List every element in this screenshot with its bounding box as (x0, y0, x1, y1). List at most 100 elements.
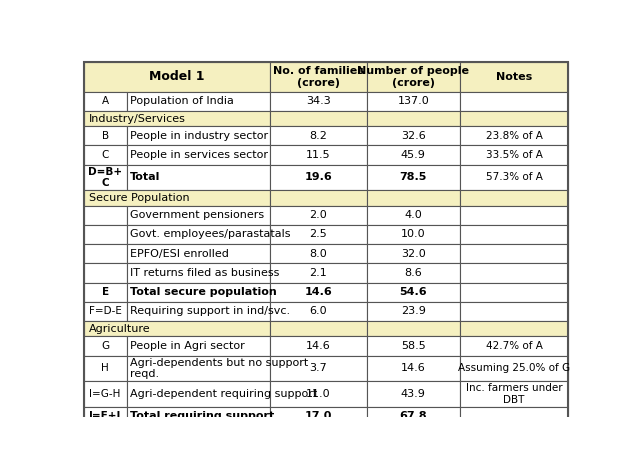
Bar (367, 62, 460, 92)
Bar (270, 407, 367, 426)
Bar (270, 244, 367, 263)
Bar (460, 336, 568, 356)
Bar (127, 244, 270, 263)
Text: 137.0: 137.0 (397, 96, 429, 106)
Text: 57.3% of A: 57.3% of A (486, 172, 543, 183)
Text: Total secure population: Total secure population (131, 287, 277, 297)
Bar (127, 356, 270, 381)
Bar (127, 165, 270, 190)
Text: Total requiring support: Total requiring support (131, 411, 275, 421)
Text: Inc. farmers under
DBT: Inc. farmers under DBT (466, 383, 563, 405)
Bar (367, 336, 460, 356)
Text: B: B (102, 131, 109, 141)
Text: 54.6: 54.6 (399, 287, 427, 297)
Text: Industry/Services: Industry/Services (88, 114, 186, 124)
Text: 8.6: 8.6 (404, 268, 422, 278)
Text: 19.6: 19.6 (305, 172, 332, 183)
Bar (127, 407, 270, 426)
Bar (84, 321, 270, 336)
Bar (84, 381, 127, 407)
Bar (460, 62, 568, 92)
Bar (460, 263, 568, 283)
Text: People in industry sector: People in industry sector (131, 131, 269, 141)
Bar (270, 205, 367, 225)
Text: F=D-E: F=D-E (89, 307, 122, 316)
Bar (367, 244, 460, 263)
Bar (367, 126, 460, 146)
Bar (460, 244, 568, 263)
Text: D=B+
C: D=B+ C (88, 167, 122, 188)
Bar (367, 146, 460, 165)
Bar (84, 244, 127, 263)
Text: 2.1: 2.1 (309, 268, 327, 278)
Text: EPFO/ESI enrolled: EPFO/ESI enrolled (131, 249, 229, 259)
Text: Agri-dependents but no support
reqd.: Agri-dependents but no support reqd. (131, 358, 308, 379)
Bar (270, 356, 367, 381)
Text: 32.6: 32.6 (401, 131, 426, 141)
Bar (460, 165, 568, 190)
Text: 4.0: 4.0 (404, 210, 422, 220)
Bar (367, 205, 460, 225)
Text: Population of India: Population of India (131, 96, 234, 106)
Bar (270, 92, 367, 111)
Bar (270, 62, 367, 92)
Bar (367, 225, 460, 244)
Text: 17.0: 17.0 (305, 411, 332, 421)
Text: No. of families
(crore): No. of families (crore) (273, 66, 364, 88)
Bar (270, 111, 367, 126)
Text: 32.0: 32.0 (401, 249, 426, 259)
Bar (127, 263, 270, 283)
Bar (84, 263, 127, 283)
Bar (460, 111, 568, 126)
Bar (84, 283, 127, 302)
Text: Government pensioners: Government pensioners (131, 210, 264, 220)
Bar (127, 302, 270, 321)
Text: 58.5: 58.5 (401, 341, 426, 351)
Bar (367, 111, 460, 126)
Bar (84, 111, 270, 126)
Text: 10.0: 10.0 (401, 229, 426, 240)
Bar (270, 283, 367, 302)
Bar (460, 225, 568, 244)
Bar (367, 92, 460, 111)
Text: 8.2: 8.2 (309, 131, 327, 141)
Text: 11.0: 11.0 (306, 389, 331, 399)
Bar (460, 205, 568, 225)
Bar (460, 302, 568, 321)
Bar (84, 126, 127, 146)
Text: IT returns filed as business: IT returns filed as business (131, 268, 280, 278)
Bar (127, 283, 270, 302)
Bar (84, 92, 127, 111)
Bar (460, 146, 568, 165)
Bar (84, 225, 127, 244)
Text: 2.0: 2.0 (309, 210, 327, 220)
Bar (270, 146, 367, 165)
Text: 14.6: 14.6 (306, 341, 331, 351)
Bar (460, 126, 568, 146)
Bar (127, 146, 270, 165)
Bar (270, 321, 367, 336)
Text: Agriculture: Agriculture (88, 324, 150, 334)
Bar (367, 356, 460, 381)
Text: 11.5: 11.5 (306, 150, 331, 160)
Text: A: A (102, 96, 109, 106)
Text: 14.6: 14.6 (305, 287, 332, 297)
Bar (84, 62, 270, 92)
Bar (367, 407, 460, 426)
Text: Secure Population: Secure Population (88, 193, 189, 203)
Bar (84, 302, 127, 321)
Bar (460, 283, 568, 302)
Bar (84, 165, 127, 190)
Text: 14.6: 14.6 (401, 363, 426, 373)
Text: 23.9: 23.9 (401, 307, 426, 316)
Text: 42.7% of A: 42.7% of A (486, 341, 543, 351)
Text: 6.0: 6.0 (310, 307, 327, 316)
Bar (127, 205, 270, 225)
Bar (460, 321, 568, 336)
Bar (270, 225, 367, 244)
Bar (127, 336, 270, 356)
Text: Agri-dependent requiring support: Agri-dependent requiring support (131, 389, 317, 399)
Text: C: C (102, 150, 109, 160)
Text: J=F+I: J=F+I (89, 411, 122, 421)
Bar (84, 146, 127, 165)
